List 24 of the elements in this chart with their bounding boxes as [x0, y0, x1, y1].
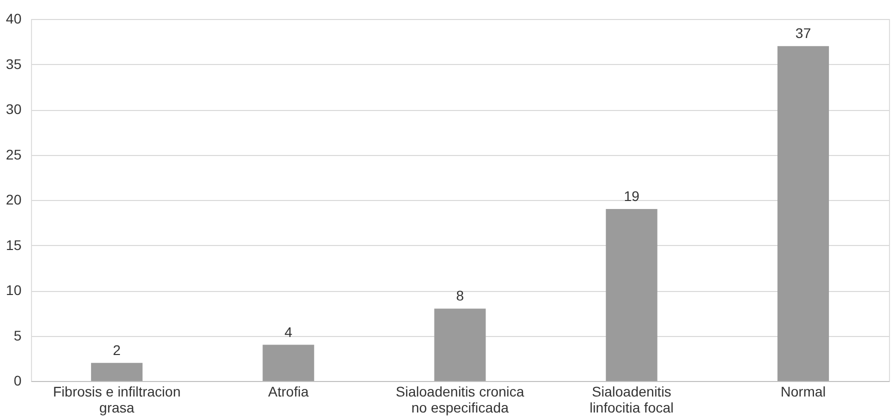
data-label: 4 — [284, 324, 292, 340]
bar — [262, 344, 314, 381]
x-tick-label: Fibrosis e infiltracion grasa — [52, 384, 181, 416]
bar — [434, 308, 486, 381]
data-label: 37 — [795, 25, 812, 42]
bar — [606, 209, 658, 381]
x-tick-label: Sialoadenitis cronica no especificada — [396, 384, 524, 416]
y-tick-label: 0 — [14, 372, 22, 388]
y-tick-label: 20 — [6, 192, 22, 208]
data-label: 19 — [624, 188, 640, 204]
y-tick-label: 15 — [6, 236, 22, 253]
y-tick-label: 35 — [6, 56, 22, 72]
bar — [91, 362, 143, 381]
data-label: 2 — [112, 342, 121, 358]
bar — [777, 46, 829, 381]
x-tick-label: Sialoadenitis linfocitia focal — [590, 384, 674, 416]
y-tick-label: 25 — [6, 146, 22, 162]
y-tick-label: 5 — [14, 327, 22, 344]
y-tick-label: 10 — [6, 282, 22, 298]
data-label: 8 — [456, 288, 464, 304]
x-tick-label: Atrofia — [268, 384, 309, 400]
x-tick-label: Normal — [780, 384, 826, 400]
y-tick-label: 40 — [6, 10, 22, 26]
y-tick-label: 30 — [6, 101, 22, 117]
